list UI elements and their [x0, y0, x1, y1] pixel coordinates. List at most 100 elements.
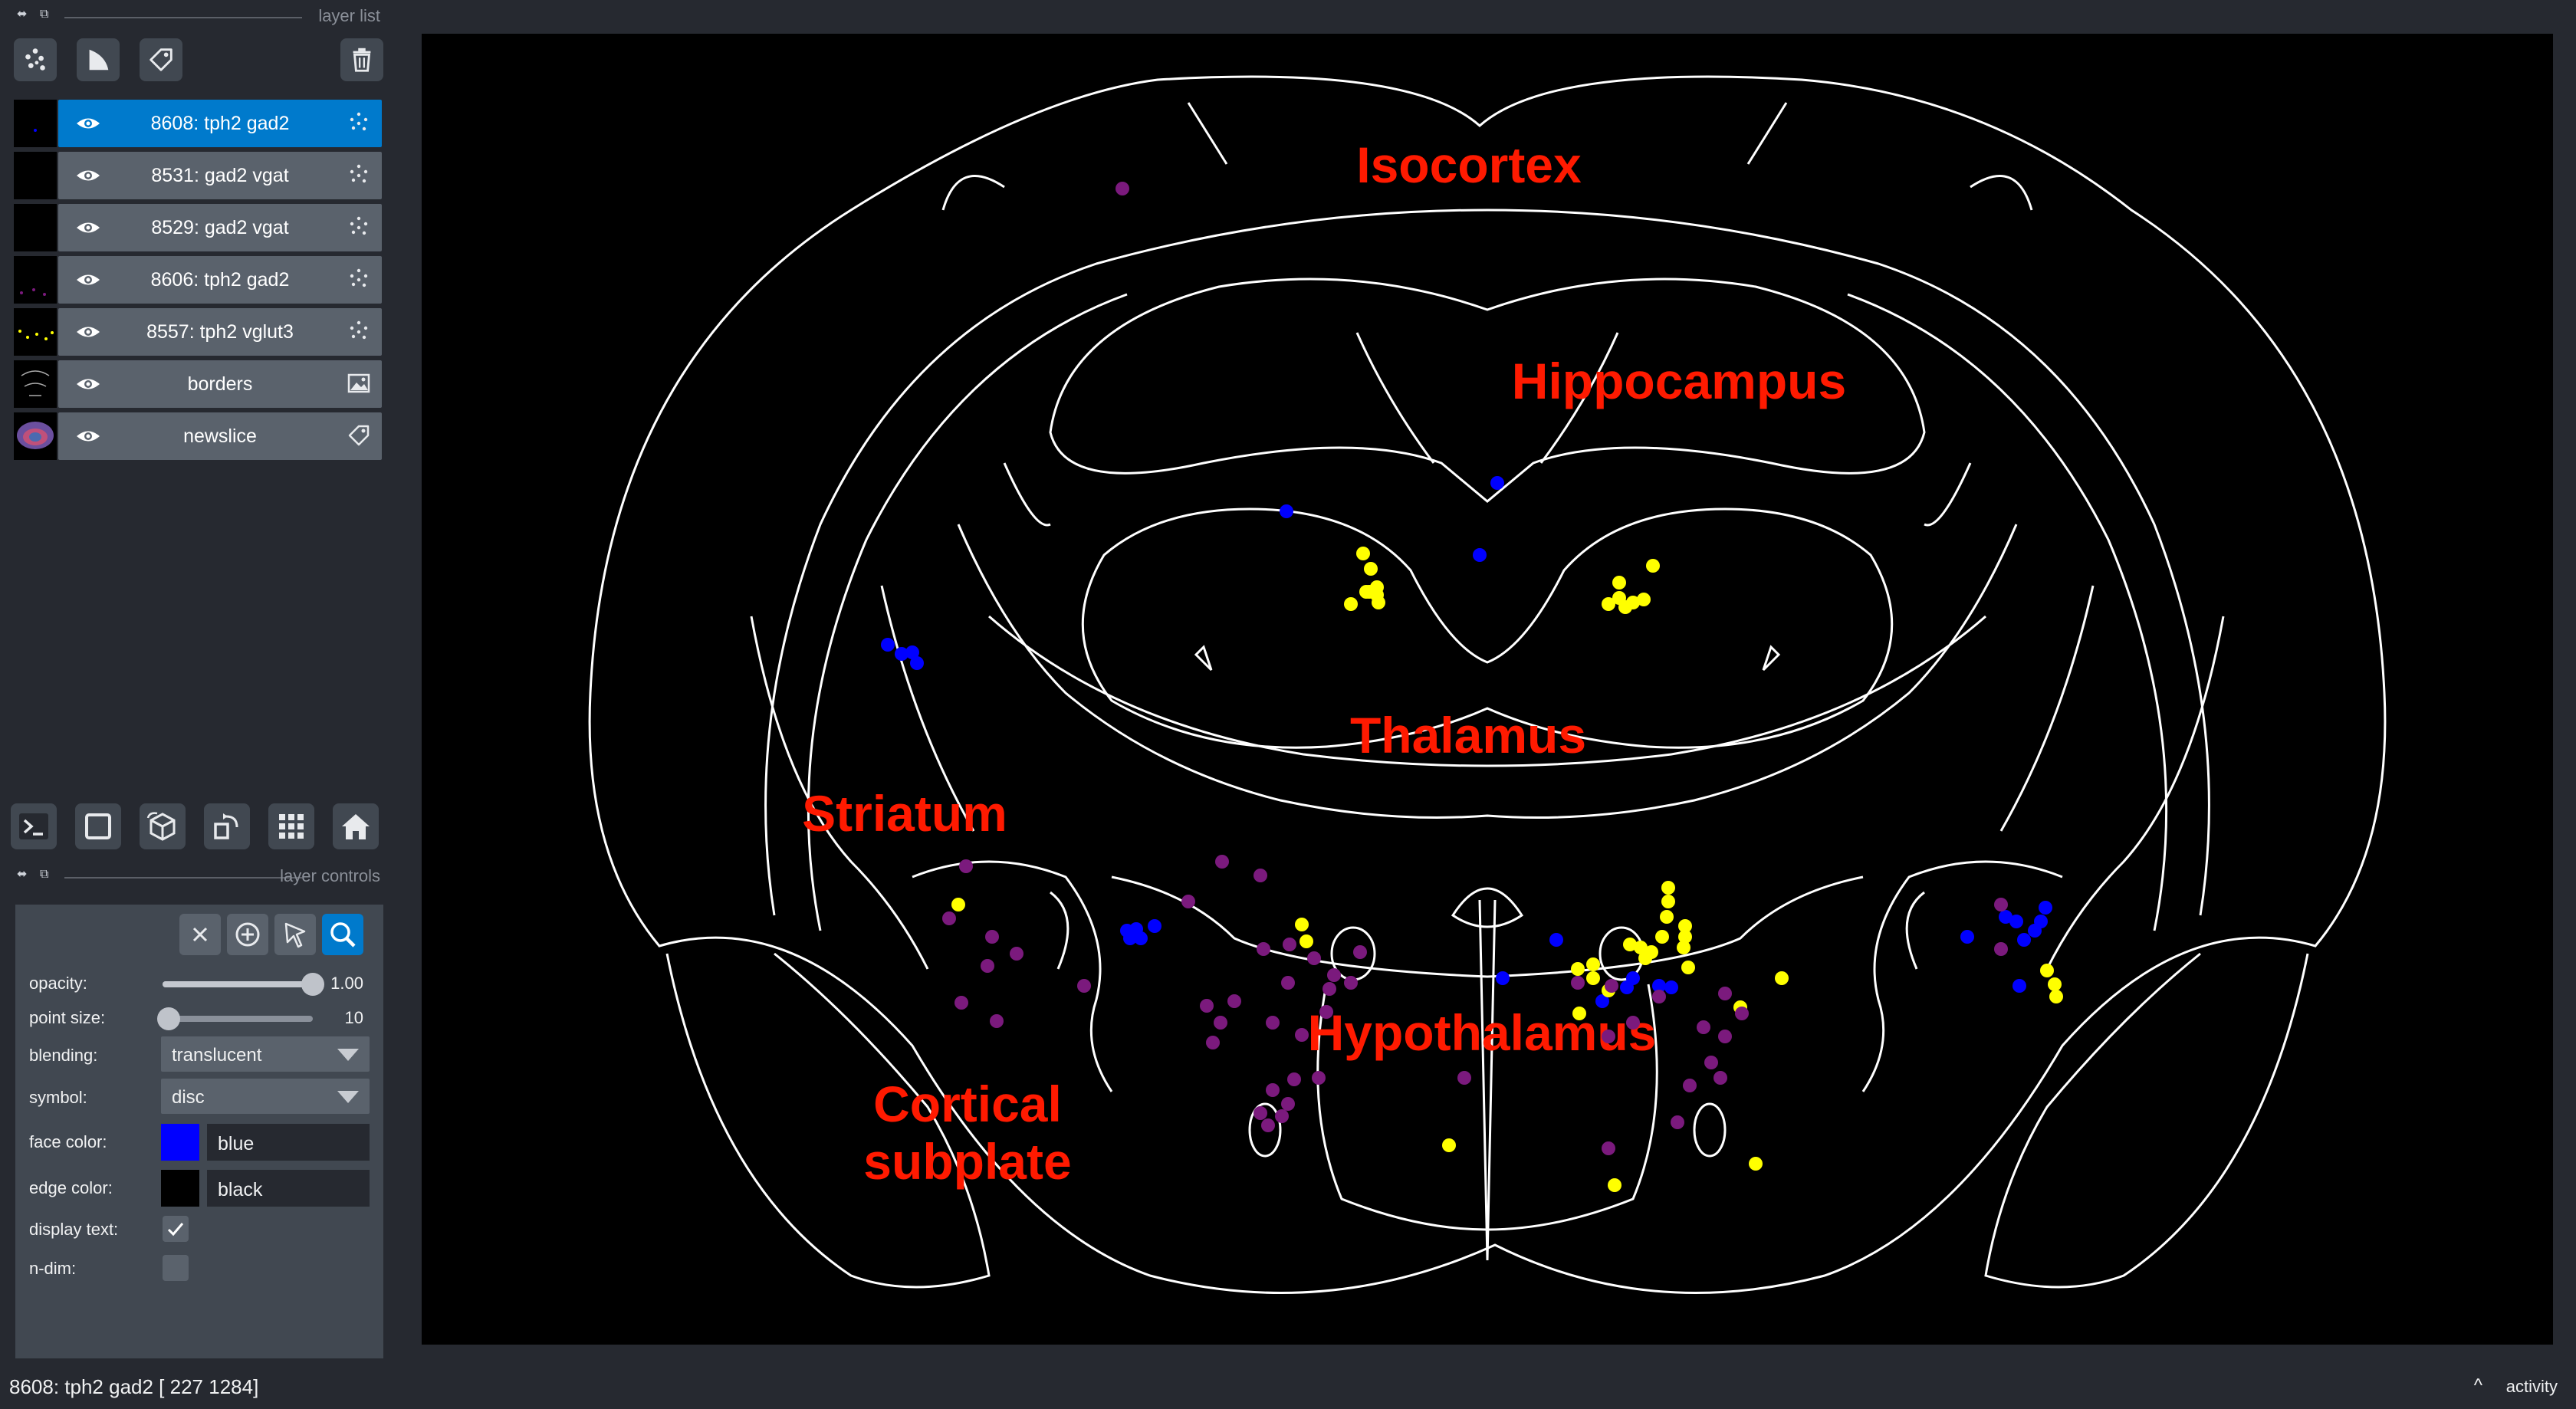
purple-point-marker[interactable]: [1602, 1141, 1615, 1155]
purple-point-marker[interactable]: [1266, 1016, 1280, 1030]
edge-color-swatch[interactable]: [161, 1170, 199, 1207]
yellow-point-marker[interactable]: [951, 898, 965, 911]
blue-point-marker[interactable]: [1652, 979, 1666, 993]
blue-point-marker[interactable]: [1664, 980, 1678, 994]
float-dock-icon[interactable]: ⬌: [17, 8, 28, 21]
yellow-point-marker[interactable]: [2049, 990, 2063, 1003]
yellow-point-marker[interactable]: [1644, 945, 1658, 959]
purple-point-marker[interactable]: [1254, 1106, 1267, 1120]
delete-points-button[interactable]: [179, 914, 221, 955]
purple-point-marker[interactable]: [1200, 999, 1214, 1013]
blue-point-marker[interactable]: [1134, 931, 1148, 945]
purple-point-marker[interactable]: [942, 911, 956, 925]
purple-point-marker[interactable]: [1281, 1097, 1295, 1111]
purple-point-marker[interactable]: [1283, 938, 1296, 951]
opacity-slider[interactable]: [163, 973, 324, 996]
grid-view-button[interactable]: [268, 803, 314, 849]
yellow-point-marker[interactable]: [1623, 938, 1637, 951]
yellow-point-marker[interactable]: [1602, 597, 1615, 611]
blue-point-marker[interactable]: [2013, 979, 2026, 993]
purple-point-marker[interactable]: [1281, 976, 1295, 990]
layer-row-8608-tph2-gad2[interactable]: 8608: tph2 gad2: [14, 100, 382, 147]
blue-point-marker[interactable]: [2034, 915, 2048, 928]
purple-point-marker[interactable]: [1215, 855, 1229, 869]
yellow-point-marker[interactable]: [1749, 1157, 1763, 1171]
purple-point-marker[interactable]: [959, 859, 973, 873]
purple-point-marker[interactable]: [1295, 1028, 1309, 1042]
layer-row-borders[interactable]: borders: [14, 360, 382, 408]
n-dim-checkbox[interactable]: [163, 1255, 189, 1281]
close-dock-icon[interactable]: ⧉: [40, 8, 49, 21]
purple-point-marker[interactable]: [1312, 1071, 1326, 1085]
viewer-canvas[interactable]: Isocortex Hippocampus Thalamus Striatum …: [422, 34, 2553, 1345]
symbol-dropdown[interactable]: disc: [161, 1079, 370, 1114]
visibility-eye-icon[interactable]: [75, 268, 101, 291]
purple-point-marker[interactable]: [1344, 976, 1358, 990]
chevron-up-icon[interactable]: ^: [2473, 1375, 2482, 1396]
purple-point-marker[interactable]: [1322, 982, 1336, 996]
display-text-checkbox[interactable]: [163, 1216, 189, 1242]
blue-point-marker[interactable]: [910, 656, 924, 670]
purple-point-marker[interactable]: [1626, 1016, 1640, 1030]
blue-point-marker[interactable]: [905, 645, 919, 659]
yellow-point-marker[interactable]: [1295, 918, 1309, 931]
purple-point-marker[interactable]: [1735, 1007, 1749, 1020]
purple-point-marker[interactable]: [1214, 1016, 1227, 1030]
blue-point-marker[interactable]: [881, 638, 895, 652]
float-dock-icon[interactable]: ⬌: [17, 868, 28, 881]
point-size-slider[interactable]: [156, 1007, 313, 1030]
purple-point-marker[interactable]: [1257, 942, 1270, 956]
yellow-point-marker[interactable]: [1634, 941, 1648, 954]
purple-point-marker[interactable]: [1077, 979, 1091, 993]
purple-point-marker[interactable]: [1227, 994, 1241, 1008]
purple-point-marker[interactable]: [1718, 1030, 1732, 1043]
close-dock-icon[interactable]: ⧉: [40, 868, 49, 881]
visibility-eye-icon[interactable]: [75, 320, 101, 343]
edge-color-input[interactable]: black: [207, 1170, 370, 1207]
purple-point-marker[interactable]: [1116, 182, 1129, 195]
yellow-point-marker[interactable]: [1681, 961, 1695, 974]
blue-point-marker[interactable]: [1999, 910, 2013, 924]
ndisplay-button[interactable]: [75, 803, 121, 849]
purple-point-marker[interactable]: [1605, 979, 1618, 993]
purple-point-marker[interactable]: [1206, 1036, 1220, 1049]
yellow-point-marker[interactable]: [1646, 559, 1660, 573]
select-points-button[interactable]: [274, 914, 316, 955]
visibility-eye-icon[interactable]: [75, 373, 101, 396]
reset-view-button[interactable]: [333, 803, 379, 849]
yellow-point-marker[interactable]: [1677, 941, 1691, 954]
blue-point-marker[interactable]: [1549, 933, 1563, 947]
blue-point-marker[interactable]: [1626, 971, 1640, 985]
visibility-eye-icon[interactable]: [75, 164, 101, 187]
purple-point-marker[interactable]: [1704, 1056, 1718, 1069]
purple-point-marker[interactable]: [1671, 1115, 1684, 1129]
face-color-swatch[interactable]: [161, 1124, 199, 1161]
blue-point-marker[interactable]: [1123, 931, 1137, 945]
add-points-button[interactable]: [227, 914, 268, 955]
purple-point-marker[interactable]: [1275, 1109, 1289, 1123]
yellow-point-marker[interactable]: [1586, 957, 1600, 971]
yellow-point-marker[interactable]: [1678, 930, 1692, 944]
yellow-point-marker[interactable]: [1661, 881, 1675, 895]
new-points-layer-button[interactable]: [14, 38, 57, 81]
blue-point-marker[interactable]: [1473, 548, 1487, 562]
face-color-input[interactable]: blue: [207, 1124, 370, 1161]
yellow-point-marker[interactable]: [1586, 971, 1600, 985]
transpose-button[interactable]: [204, 803, 250, 849]
yellow-point-marker[interactable]: [1571, 962, 1585, 976]
yellow-point-marker[interactable]: [1637, 593, 1651, 606]
new-labels-layer-button[interactable]: [140, 38, 182, 81]
layer-row-8606-tph2-gad2[interactable]: 8606: tph2 gad2: [14, 256, 382, 304]
blue-point-marker[interactable]: [1595, 994, 1609, 1008]
roll-dimensions-button[interactable]: [140, 803, 186, 849]
yellow-point-marker[interactable]: [1572, 1007, 1586, 1020]
yellow-point-marker[interactable]: [1608, 1178, 1622, 1192]
purple-point-marker[interactable]: [1287, 1072, 1301, 1086]
visibility-eye-icon[interactable]: [75, 425, 101, 448]
yellow-point-marker[interactable]: [1372, 596, 1385, 609]
blue-point-marker[interactable]: [1490, 476, 1504, 490]
point-size-slider-handle[interactable]: [156, 1007, 180, 1030]
layer-row-8531-gad2-vgat[interactable]: 8531: gad2 vgat: [14, 152, 382, 199]
yellow-point-marker[interactable]: [1362, 585, 1376, 599]
blue-point-marker[interactable]: [1280, 504, 1293, 518]
